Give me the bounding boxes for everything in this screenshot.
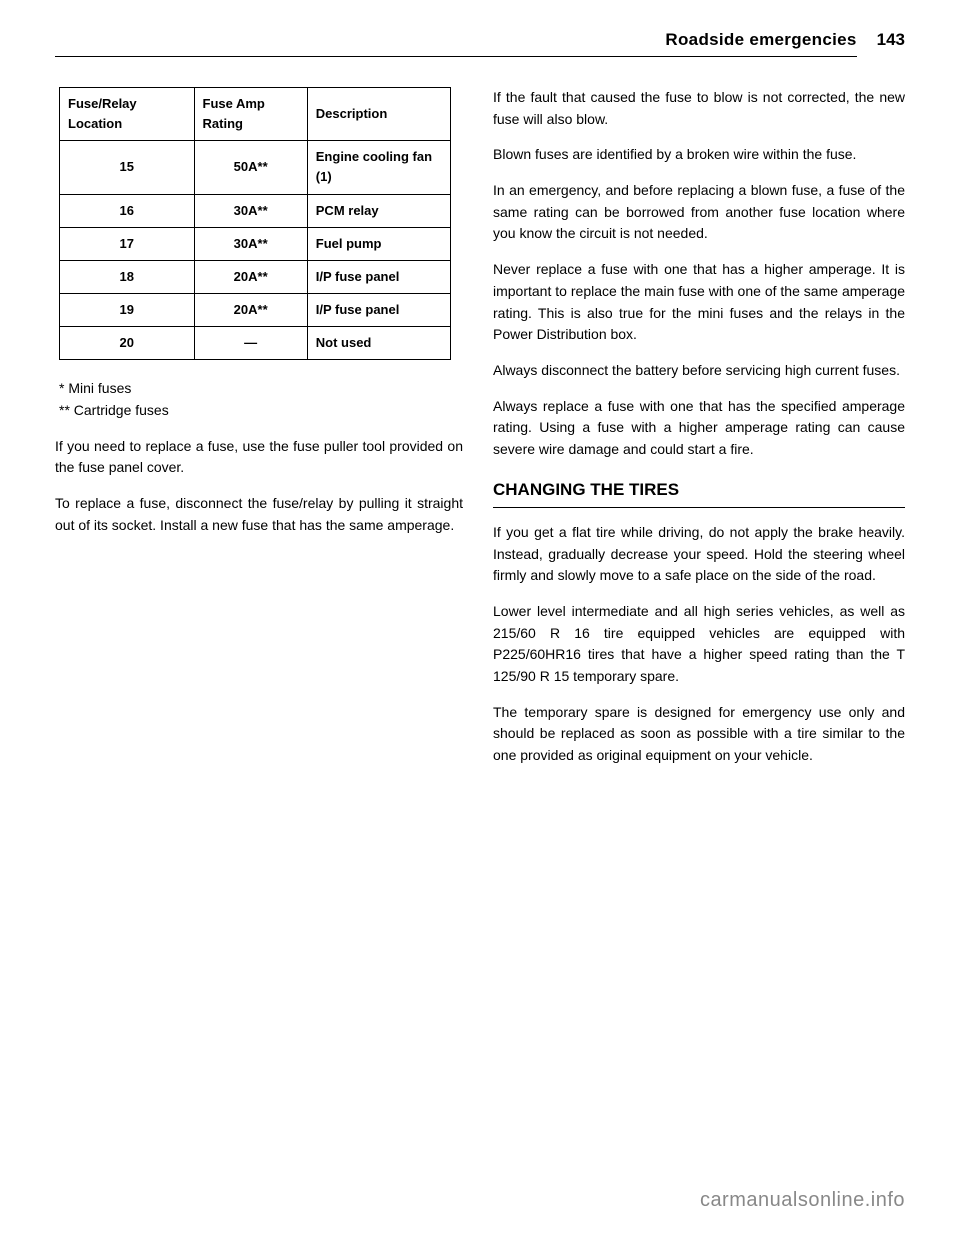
body-paragraph: If you get a flat tire while driving, do… (493, 522, 905, 587)
cell: Fuel pump (307, 227, 450, 260)
left-column: Fuse/Relay Location Fuse Amp Rating Desc… (55, 87, 463, 781)
body-paragraph: If you need to replace a fuse, use the f… (55, 436, 463, 479)
cell: 20 (60, 327, 195, 360)
page-header: Roadside emergencies 143 (55, 30, 905, 57)
cell: PCM relay (307, 194, 450, 227)
col-header: Fuse/Relay Location (60, 88, 195, 141)
table-row: 19 20A** I/P fuse panel (60, 293, 451, 326)
watermark: carmanualsonline.info (700, 1189, 905, 1212)
page-number: 143 (877, 30, 905, 50)
cell: 17 (60, 227, 195, 260)
table-header-row: Fuse/Relay Location Fuse Amp Rating Desc… (60, 88, 451, 141)
body-paragraph: In an emergency, and before replacing a … (493, 180, 905, 245)
table-row: 20 — Not used (60, 327, 451, 360)
table-row: 16 30A** PCM relay (60, 194, 451, 227)
cell: 16 (60, 194, 195, 227)
body-paragraph: Never replace a fuse with one that has a… (493, 259, 905, 346)
cell: I/P fuse panel (307, 260, 450, 293)
cell: — (194, 327, 307, 360)
body-paragraph: Always disconnect the battery before ser… (493, 360, 905, 382)
right-column: If the fault that caused the fuse to blo… (493, 87, 905, 781)
cell: 20A** (194, 260, 307, 293)
col-header: Fuse Amp Rating (194, 88, 307, 141)
header-title: Roadside emergencies (55, 30, 857, 57)
body-paragraph: If the fault that caused the fuse to blo… (493, 87, 905, 130)
cell: 50A** (194, 141, 307, 194)
cell: 19 (60, 293, 195, 326)
cell: I/P fuse panel (307, 293, 450, 326)
content-columns: Fuse/Relay Location Fuse Amp Rating Desc… (55, 87, 905, 781)
section-title: CHANGING THE TIRES (493, 477, 905, 508)
table-row: 17 30A** Fuel pump (60, 227, 451, 260)
col-header: Description (307, 88, 450, 141)
body-paragraph: Always replace a fuse with one that has … (493, 396, 905, 461)
body-paragraph: Blown fuses are identified by a broken w… (493, 144, 905, 166)
table-footnote: ** Cartridge fuses (55, 400, 463, 422)
cell: 30A** (194, 194, 307, 227)
cell: 18 (60, 260, 195, 293)
cell: Not used (307, 327, 450, 360)
cell: 15 (60, 141, 195, 194)
table-footnote: * Mini fuses (55, 378, 463, 400)
cell: 20A** (194, 293, 307, 326)
table-row: 15 50A** Engine cooling fan (1) (60, 141, 451, 194)
fuse-table: Fuse/Relay Location Fuse Amp Rating Desc… (59, 87, 451, 360)
cell: Engine cooling fan (1) (307, 141, 450, 194)
body-paragraph: To replace a fuse, disconnect the fuse/r… (55, 493, 463, 536)
cell: 30A** (194, 227, 307, 260)
table-row: 18 20A** I/P fuse panel (60, 260, 451, 293)
body-paragraph: The temporary spare is designed for emer… (493, 702, 905, 767)
body-paragraph: Lower level intermediate and all high se… (493, 601, 905, 688)
